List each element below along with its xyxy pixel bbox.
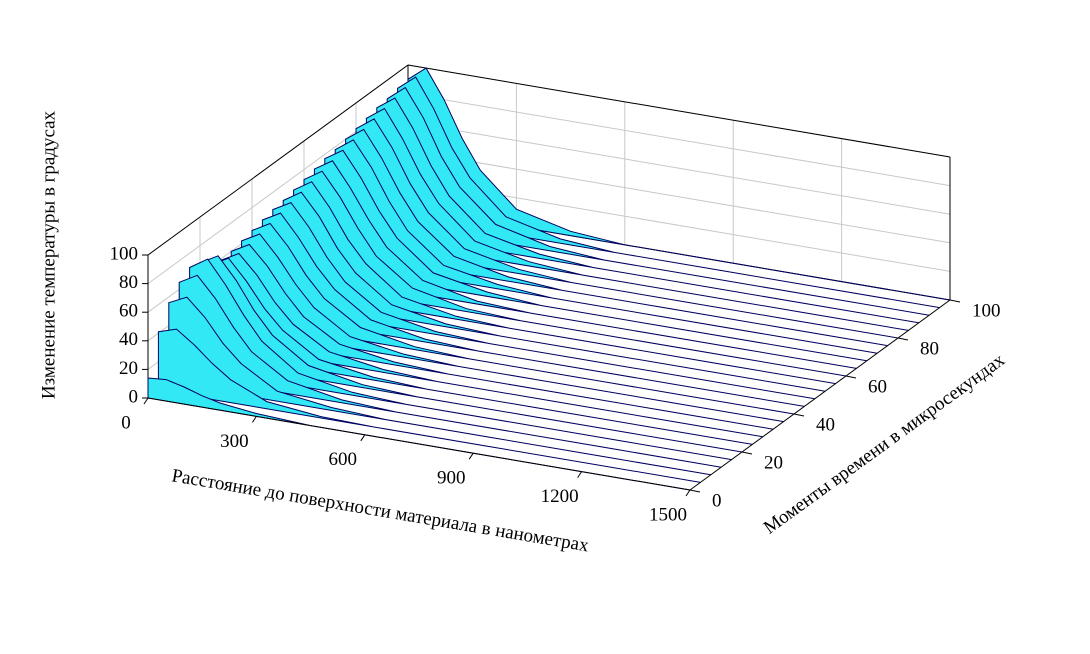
grid-line bbox=[407, 150, 951, 244]
z-tick-label: 80 bbox=[119, 272, 138, 293]
y-tick-label: 40 bbox=[816, 414, 835, 435]
tick-mark bbox=[845, 375, 857, 379]
tick-mark bbox=[689, 489, 701, 493]
tick-mark bbox=[949, 299, 961, 303]
x-tick-label: 1200 bbox=[541, 486, 579, 507]
z-tick-label: 100 bbox=[110, 243, 139, 264]
axis-frame bbox=[147, 64, 409, 256]
y-tick-label: 100 bbox=[972, 300, 1001, 321]
tick-mark bbox=[577, 471, 583, 478]
y-tick-label: 0 bbox=[712, 490, 722, 511]
axis-line bbox=[147, 397, 691, 491]
y-tick-label: 60 bbox=[868, 376, 887, 397]
axis-line bbox=[689, 299, 951, 491]
x-tick-label: 600 bbox=[329, 449, 358, 470]
y-tick-label: 80 bbox=[920, 338, 939, 359]
x-axis-label: Расстояние до поверхности материала в на… bbox=[170, 465, 591, 556]
x-tick-label: 1500 bbox=[649, 504, 687, 525]
z-axis-label: Изменение температуры в градусах bbox=[38, 110, 59, 399]
tick-mark bbox=[143, 397, 149, 405]
tick-mark bbox=[793, 413, 805, 417]
grid-line bbox=[407, 93, 951, 187]
tick-mark bbox=[251, 416, 257, 423]
axis-frame bbox=[407, 64, 951, 158]
z-tick-label: 60 bbox=[119, 301, 138, 322]
tick-mark bbox=[360, 434, 366, 442]
tick-mark bbox=[741, 451, 753, 455]
grid-line bbox=[407, 121, 951, 215]
z-tick-label: 20 bbox=[119, 358, 138, 379]
y-tick-label: 20 bbox=[764, 452, 783, 473]
tick-mark bbox=[685, 489, 691, 497]
z-tick-label: 40 bbox=[119, 329, 138, 350]
x-tick-label: 900 bbox=[437, 468, 466, 489]
x-tick-label: 300 bbox=[220, 431, 249, 452]
z-tick-label: 0 bbox=[129, 386, 139, 407]
tick-mark bbox=[468, 452, 474, 460]
tick-mark bbox=[897, 337, 909, 341]
x-tick-label: 0 bbox=[121, 412, 131, 433]
